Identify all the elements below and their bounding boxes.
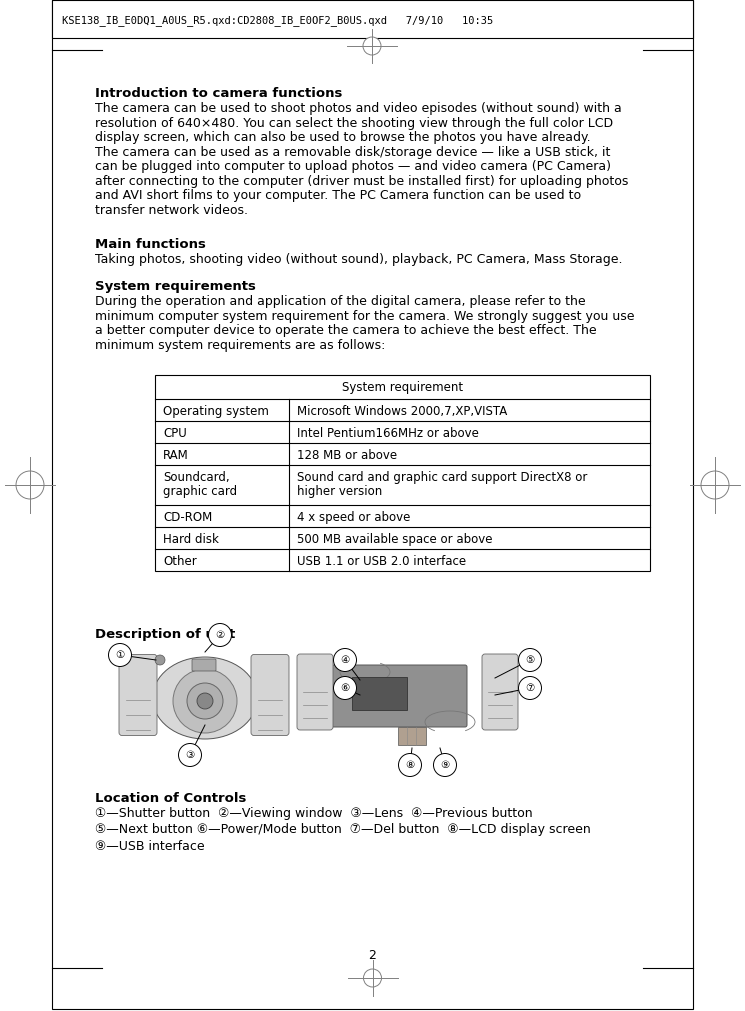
Circle shape — [173, 669, 237, 733]
FancyBboxPatch shape — [318, 665, 467, 727]
Text: During the operation and application of the digital camera, please refer to the: During the operation and application of … — [95, 295, 586, 308]
Circle shape — [519, 676, 542, 700]
Text: Location of Controls: Location of Controls — [95, 792, 247, 805]
Circle shape — [197, 693, 213, 709]
Text: can be plugged into computer to upload photos — and video camera (PC Camera): can be plugged into computer to upload p… — [95, 160, 611, 173]
Text: ②: ② — [215, 630, 225, 640]
Text: RAM: RAM — [163, 449, 188, 462]
Text: after connecting to the computer (driver must be installed first) for uploading : after connecting to the computer (driver… — [95, 175, 628, 187]
Circle shape — [701, 471, 729, 499]
Text: and AVI short films to your computer. The PC Camera function can be used to: and AVI short films to your computer. Th… — [95, 189, 581, 202]
Bar — [352, 677, 407, 710]
Text: 4 x speed or above: 4 x speed or above — [297, 511, 410, 524]
FancyBboxPatch shape — [297, 654, 333, 730]
Text: The camera can be used as a removable disk/storage device — like a USB stick, it: The camera can be used as a removable di… — [95, 146, 610, 159]
Text: ⑨—USB interface: ⑨—USB interface — [95, 840, 205, 853]
Text: resolution of 640×480. You can select the shooting view through the full color L: resolution of 640×480. You can select th… — [95, 116, 613, 129]
Bar — [52, 0, 693, 38]
Text: KSE138_IB_E0DQ1_A0US_R5.qxd:CD2808_IB_E0OF2_B0US.qxd   7/9/10   10:35: KSE138_IB_E0DQ1_A0US_R5.qxd:CD2808_IB_E0… — [62, 15, 493, 26]
Text: ①—Shutter button  ②—Viewing window  ③—Lens  ④—Previous button: ①—Shutter button ②—Viewing window ③—Lens… — [95, 807, 533, 820]
Circle shape — [155, 655, 165, 665]
Text: Other: Other — [163, 555, 197, 568]
Text: ③: ③ — [186, 750, 194, 760]
Circle shape — [363, 37, 381, 55]
Text: Operating system: Operating system — [163, 405, 269, 418]
Circle shape — [399, 753, 422, 776]
FancyBboxPatch shape — [192, 659, 216, 671]
Circle shape — [109, 643, 132, 666]
Circle shape — [334, 676, 357, 700]
Text: Hard disk: Hard disk — [163, 533, 219, 546]
Bar — [52, 0, 693, 1009]
FancyBboxPatch shape — [119, 654, 157, 735]
Text: ①: ① — [115, 650, 124, 660]
Text: ⑦: ⑦ — [525, 683, 535, 693]
Text: graphic card: graphic card — [163, 485, 237, 498]
Circle shape — [16, 471, 44, 499]
Circle shape — [434, 753, 457, 776]
FancyBboxPatch shape — [482, 654, 518, 730]
Circle shape — [364, 969, 381, 987]
Text: Microsoft Windows 2000,7,XP,VISTA: Microsoft Windows 2000,7,XP,VISTA — [297, 405, 507, 418]
Text: System requirements: System requirements — [95, 280, 256, 293]
Text: Taking photos, shooting video (without sound), playback, PC Camera, Mass Storage: Taking photos, shooting video (without s… — [95, 253, 623, 266]
Text: a better computer device to operate the camera to achieve the best effect. The: a better computer device to operate the … — [95, 324, 597, 337]
Ellipse shape — [153, 657, 258, 739]
Circle shape — [209, 624, 232, 646]
Circle shape — [187, 683, 223, 719]
Text: Intel Pentium166MHz or above: Intel Pentium166MHz or above — [297, 427, 478, 440]
Text: ⑨: ⑨ — [440, 760, 450, 770]
Circle shape — [179, 743, 201, 766]
Text: Introduction to camera functions: Introduction to camera functions — [95, 87, 343, 100]
Text: Soundcard,: Soundcard, — [163, 471, 229, 484]
Text: The camera can be used to shoot photos and video episodes (without sound) with a: The camera can be used to shoot photos a… — [95, 102, 622, 115]
Text: ⑤—Next button ⑥—Power/Mode button  ⑦—Del button  ⑧—LCD display screen: ⑤—Next button ⑥—Power/Mode button ⑦—Del … — [95, 824, 591, 836]
Text: higher version: higher version — [297, 485, 382, 498]
Text: transfer network videos.: transfer network videos. — [95, 203, 248, 216]
Text: Sound card and graphic card support DirectX8 or: Sound card and graphic card support Dire… — [297, 471, 587, 484]
Text: minimum computer system requirement for the camera. We strongly suggest you use: minimum computer system requirement for … — [95, 309, 635, 323]
Text: minimum system requirements are as follows:: minimum system requirements are as follo… — [95, 339, 385, 352]
Text: System requirement: System requirement — [342, 380, 463, 393]
Circle shape — [519, 648, 542, 671]
Text: display screen, which can also be used to browse the photos you have already.: display screen, which can also be used t… — [95, 131, 591, 144]
Bar — [155, 375, 650, 571]
Text: 500 MB available space or above: 500 MB available space or above — [297, 533, 492, 546]
FancyBboxPatch shape — [251, 654, 289, 735]
Text: USB 1.1 or USB 2.0 interface: USB 1.1 or USB 2.0 interface — [297, 555, 466, 568]
Text: ⑤: ⑤ — [525, 655, 535, 665]
Text: 2: 2 — [369, 948, 376, 961]
Text: ⑧: ⑧ — [405, 760, 415, 770]
Text: ④: ④ — [340, 655, 349, 665]
Text: 128 MB or above: 128 MB or above — [297, 449, 397, 462]
Text: CPU: CPU — [163, 427, 187, 440]
Text: Description of unit: Description of unit — [95, 628, 235, 641]
Text: ⑥: ⑥ — [340, 683, 349, 693]
Bar — [398, 727, 426, 745]
Text: Main functions: Main functions — [95, 238, 206, 251]
Text: CD-ROM: CD-ROM — [163, 511, 212, 524]
Circle shape — [334, 648, 357, 671]
